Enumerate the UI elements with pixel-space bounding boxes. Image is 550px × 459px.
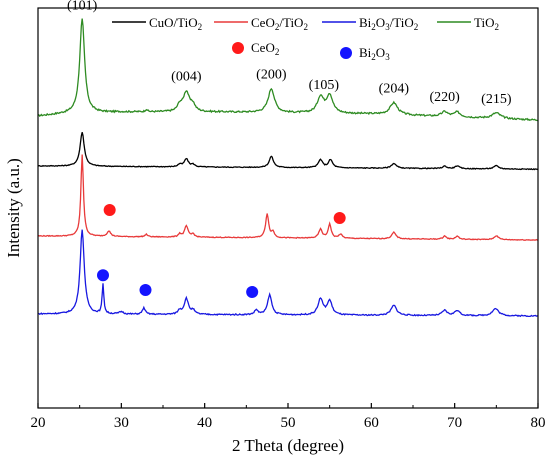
series-line-ceo2_tio2	[37, 154, 539, 241]
tick-layer: 20 30 40 50 60 70 80	[31, 403, 546, 431]
peak-label: (200)	[256, 67, 287, 82]
marker-Bi2O3	[97, 269, 109, 282]
marker-Bi2O3	[246, 286, 259, 298]
x-tick-label-40: 40	[197, 415, 212, 431]
peak-label: (215)	[481, 92, 512, 107]
x-tick-label-70: 70	[447, 415, 462, 431]
marker-CeO2	[103, 204, 116, 216]
legend-marker-label-ceo2: CeO2	[251, 40, 279, 57]
peak-label: (004)	[171, 69, 202, 84]
legend: CuO/TiO2 CeO2/TiO2 Bi2O3/TiO2 TiO2 CeO2 …	[112, 15, 499, 62]
legend-label-cuo-tio2: CuO/TiO2	[149, 15, 202, 32]
peak-label-layer: (101) (004) (200) (105) (204) (220) (215)	[67, 0, 512, 107]
x-tick-label-50: 50	[281, 415, 296, 431]
peak-label: (101)	[67, 0, 98, 13]
peak-label: (220)	[430, 90, 461, 105]
series-line-cuo_tio2	[37, 132, 539, 171]
series-line-bi2o3_tio2	[37, 229, 539, 318]
legend-label-bi2o3-tio2: Bi2O3/TiO2	[359, 15, 418, 32]
x-axis-label: 2 Theta (degree)	[232, 436, 344, 455]
x-tick-label-60: 60	[364, 415, 379, 431]
marker-Bi2O3	[139, 284, 152, 296]
x-tick-label-80: 80	[531, 415, 546, 431]
legend-marker-ceo2	[232, 42, 244, 54]
marker-layer	[97, 204, 346, 298]
legend-marker-label-bi2o3: Bi2O3	[359, 45, 390, 62]
series-layer	[37, 18, 539, 318]
peak-label: (204)	[379, 82, 410, 97]
y-axis-label: Intensity (a.u.)	[4, 158, 23, 258]
legend-label-ceo2-tio2: CeO2/TiO2	[251, 15, 308, 32]
x-tick-label-20: 20	[31, 415, 46, 431]
series-line-tio2	[37, 18, 539, 122]
marker-CeO2	[333, 212, 346, 224]
legend-label-tio2: TiO2	[474, 15, 499, 32]
x-tick-label-30: 30	[114, 415, 129, 431]
peak-label: (105)	[309, 78, 340, 93]
legend-marker-bi2o3	[340, 47, 352, 59]
